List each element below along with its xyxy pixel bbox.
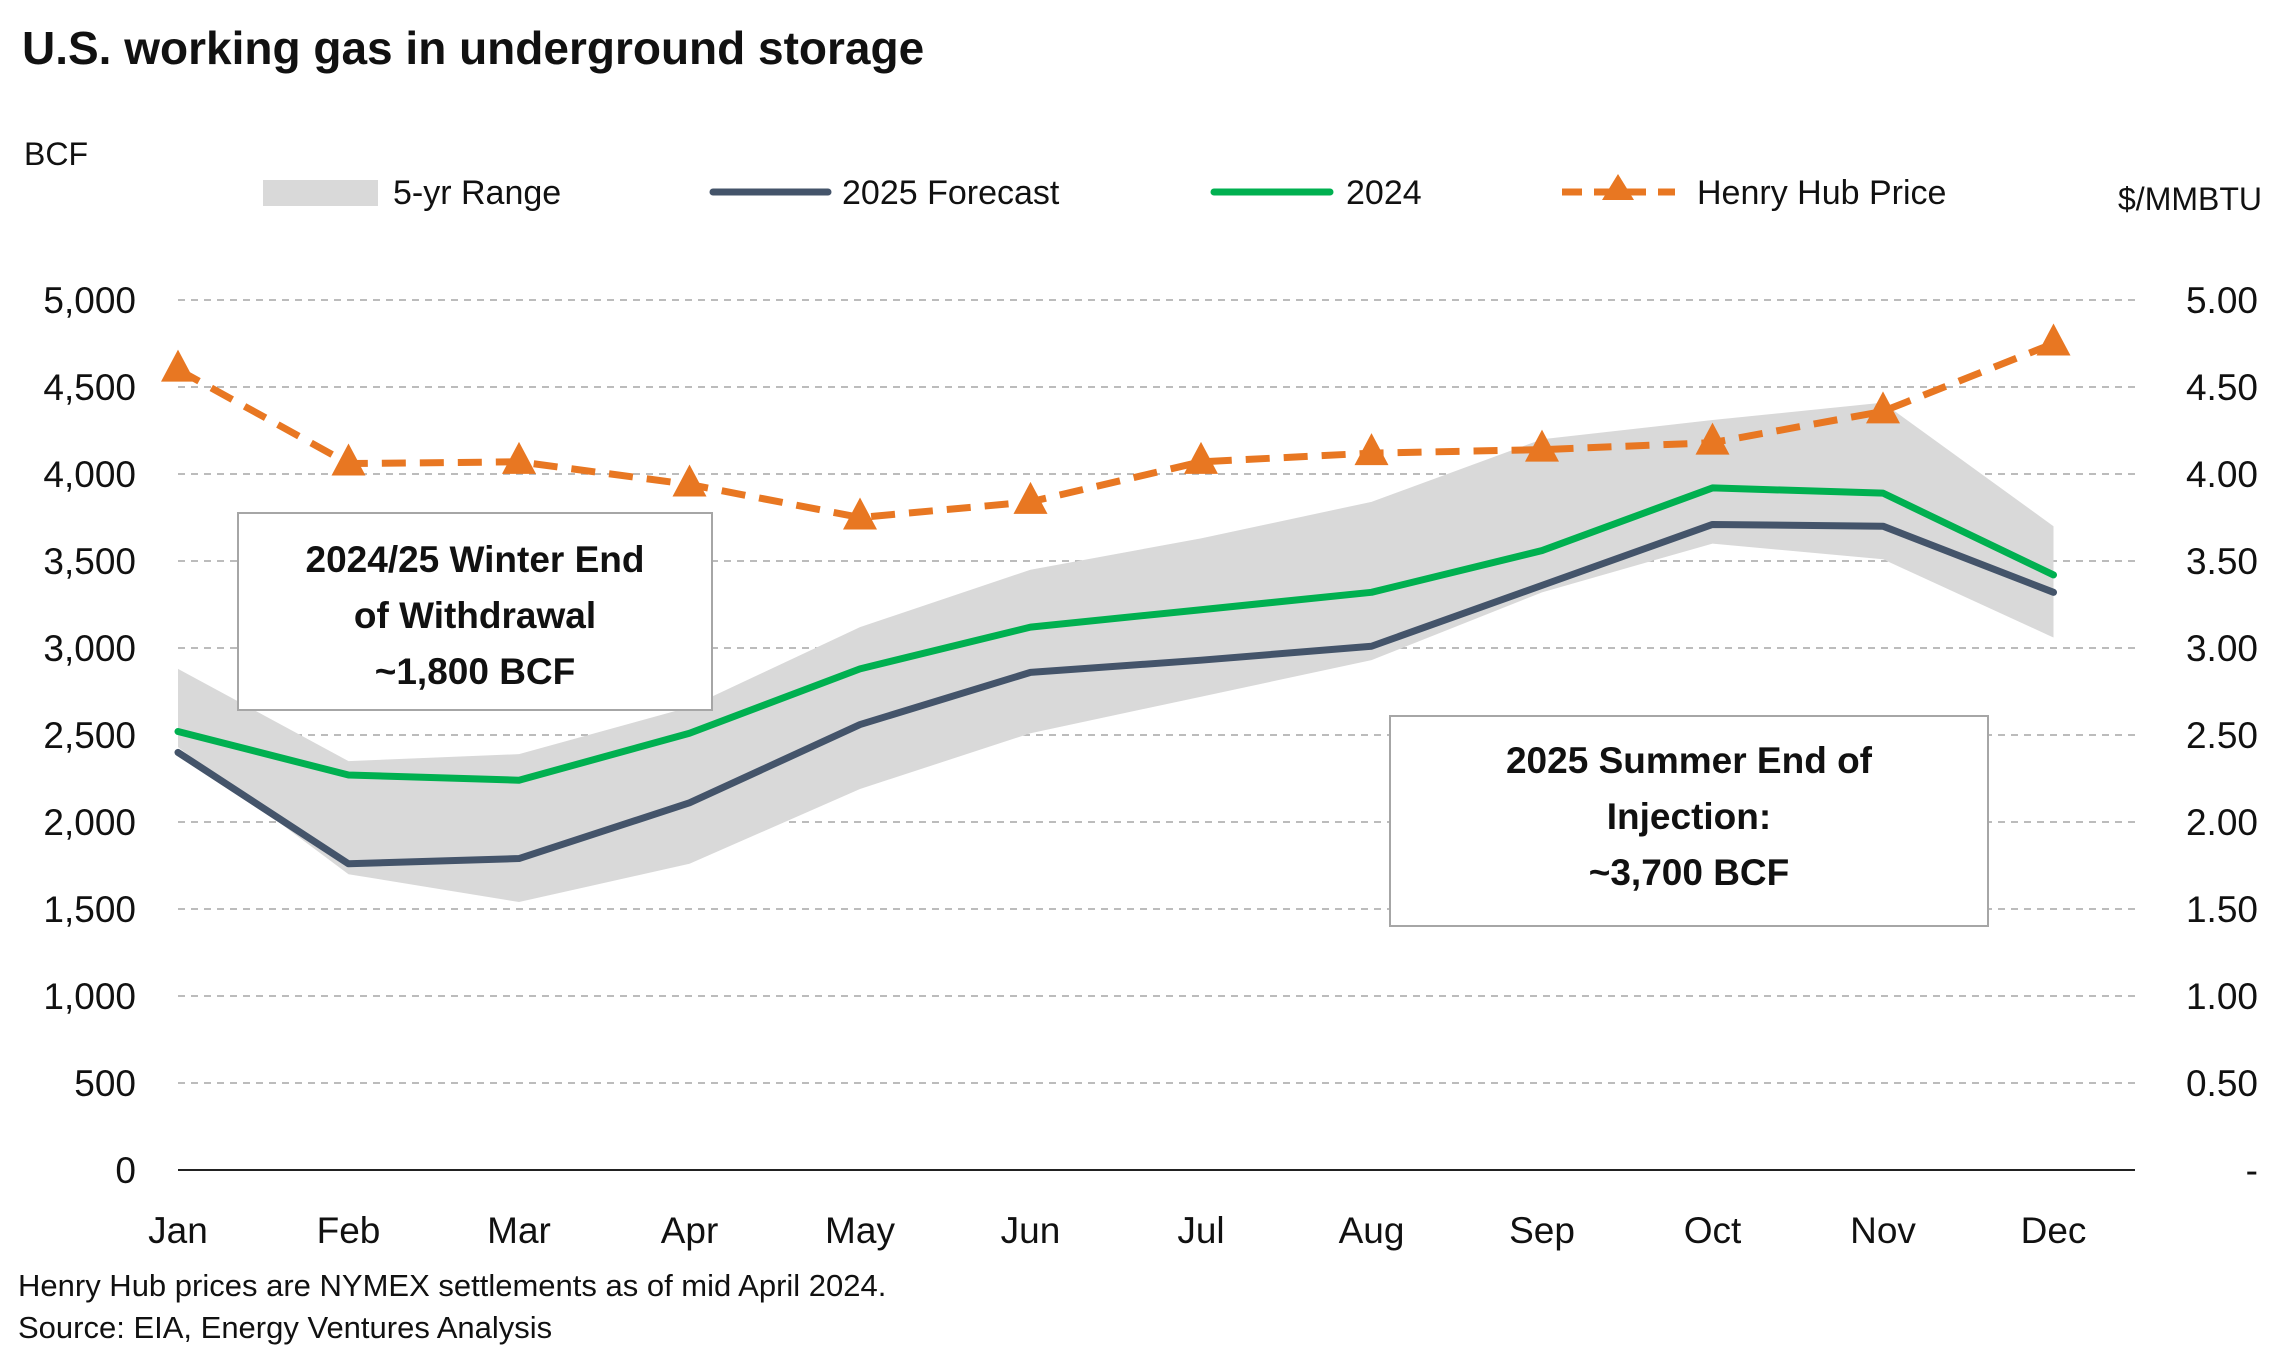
- price-point: [672, 464, 707, 497]
- right-tick-label: 1.50: [2186, 889, 2258, 930]
- price-point: [1525, 429, 1559, 462]
- price-point: [1013, 481, 1048, 514]
- price-point: [502, 441, 536, 474]
- right-tick-label: 0.50: [2186, 1063, 2258, 1104]
- right-tick-label: 5.00: [2186, 280, 2258, 321]
- legend-range-swatch: [263, 180, 378, 206]
- right-axis-title: $/MMBTU: [2118, 181, 2262, 217]
- left-tick-label: 3,000: [43, 628, 136, 669]
- price-point: [1184, 441, 1218, 474]
- right-tick-label: 4.50: [2186, 367, 2258, 408]
- x-tick-label: Nov: [1850, 1210, 1916, 1251]
- price-point: [843, 497, 877, 530]
- price-footnote: Henry Hub prices are NYMEX settlements a…: [18, 1268, 886, 1303]
- henry-hub-price-line: [176, 340, 2055, 521]
- left-tick-label: 3,500: [43, 541, 136, 582]
- left-tick-label: 5,000: [43, 280, 136, 321]
- forecast-2025-line: [174, 520, 2057, 868]
- summer-annotation-line1: 2025 Summer End of: [1506, 740, 1873, 781]
- range-band-area: [178, 402, 2054, 903]
- x-tick-label: Feb: [317, 1210, 381, 1251]
- legend-price-label: Henry Hub Price: [1697, 174, 1946, 212]
- left-tick-label: 2,500: [43, 715, 136, 756]
- winter-annotation-line1: 2024/25 Winter End: [306, 539, 645, 580]
- left-tick-label: 1,500: [43, 889, 136, 930]
- left-tick-label: 4,000: [43, 454, 136, 495]
- winter-annotation-line3: ~1,800 BCF: [375, 651, 576, 692]
- legend-range-label: 5-yr Range: [393, 174, 561, 212]
- x-tick-label: Jun: [1001, 1210, 1061, 1251]
- right-tick-label: 3.50: [2186, 541, 2258, 582]
- x-tick-label: May: [825, 1210, 895, 1251]
- right-tick-label: 3.00: [2186, 628, 2258, 669]
- five-year-range-band: [178, 402, 2054, 903]
- x-tick-label: Oct: [1684, 1210, 1742, 1251]
- right-tick-label: 2.00: [2186, 802, 2258, 843]
- right-tick-label: 2.50: [2186, 715, 2258, 756]
- axis-ticks: 0 500 1,000 1,500 2,000 2,500 3,000 3,500 4,000 4…: [43, 280, 2258, 1251]
- chart-title: U.S. working gas in underground storage: [22, 22, 924, 74]
- price-markers: [161, 323, 2071, 530]
- summer-annotation-line3: ~3,700 BCF: [1589, 852, 1790, 893]
- left-tick-label: 0: [115, 1150, 136, 1191]
- series-2024-line: [174, 484, 2057, 784]
- price-point: [1866, 391, 1900, 424]
- right-tick-label: -: [2246, 1150, 2258, 1191]
- series-lines: [174, 340, 2057, 868]
- winter-annotation: 2024/25 Winter End of Withdrawal ~1,800 …: [237, 512, 713, 711]
- x-tick-label: Dec: [2021, 1210, 2087, 1251]
- price-point: [1695, 422, 1730, 455]
- x-tick-label: Aug: [1339, 1210, 1405, 1251]
- left-tick-label: 1,000: [43, 976, 136, 1017]
- x-tick-label: Sep: [1509, 1210, 1575, 1251]
- price-point: [2036, 323, 2071, 356]
- legend-forecast-label: 2025 Forecast: [842, 174, 1060, 212]
- right-tick-label: 4.00: [2186, 454, 2258, 495]
- legend-2024-label: 2024: [1346, 174, 1422, 212]
- source-note: Source: EIA, Energy Ventures Analysis: [18, 1310, 552, 1345]
- x-tick-label: Mar: [487, 1210, 551, 1251]
- right-tick-label: 1.00: [2186, 976, 2258, 1017]
- summer-annotation-line2: Injection:: [1607, 796, 1771, 837]
- left-tick-label: 4,500: [43, 367, 136, 408]
- price-point: [161, 349, 195, 382]
- left-tick-label: 500: [74, 1063, 136, 1104]
- left-tick-label: 2,000: [43, 802, 136, 843]
- summer-annotation-box: [1389, 715, 1989, 927]
- winter-annotation-box: [237, 512, 713, 711]
- x-tick-label: Jul: [1177, 1210, 1224, 1251]
- winter-annotation-line2: of Withdrawal: [354, 595, 596, 636]
- x-tick-label: Jan: [148, 1210, 208, 1251]
- legend: 5-yr Range 2025 Forecast 2024 Henry Hub …: [263, 174, 1946, 212]
- price-point: [331, 443, 366, 476]
- legend-price-marker: [1602, 174, 1634, 200]
- x-tick-label: Apr: [661, 1210, 719, 1251]
- left-axis-title: BCF: [24, 136, 88, 172]
- summer-annotation: 2025 Summer End of Injection: ~3,700 BCF: [1389, 715, 1989, 927]
- price-point: [1354, 433, 1389, 466]
